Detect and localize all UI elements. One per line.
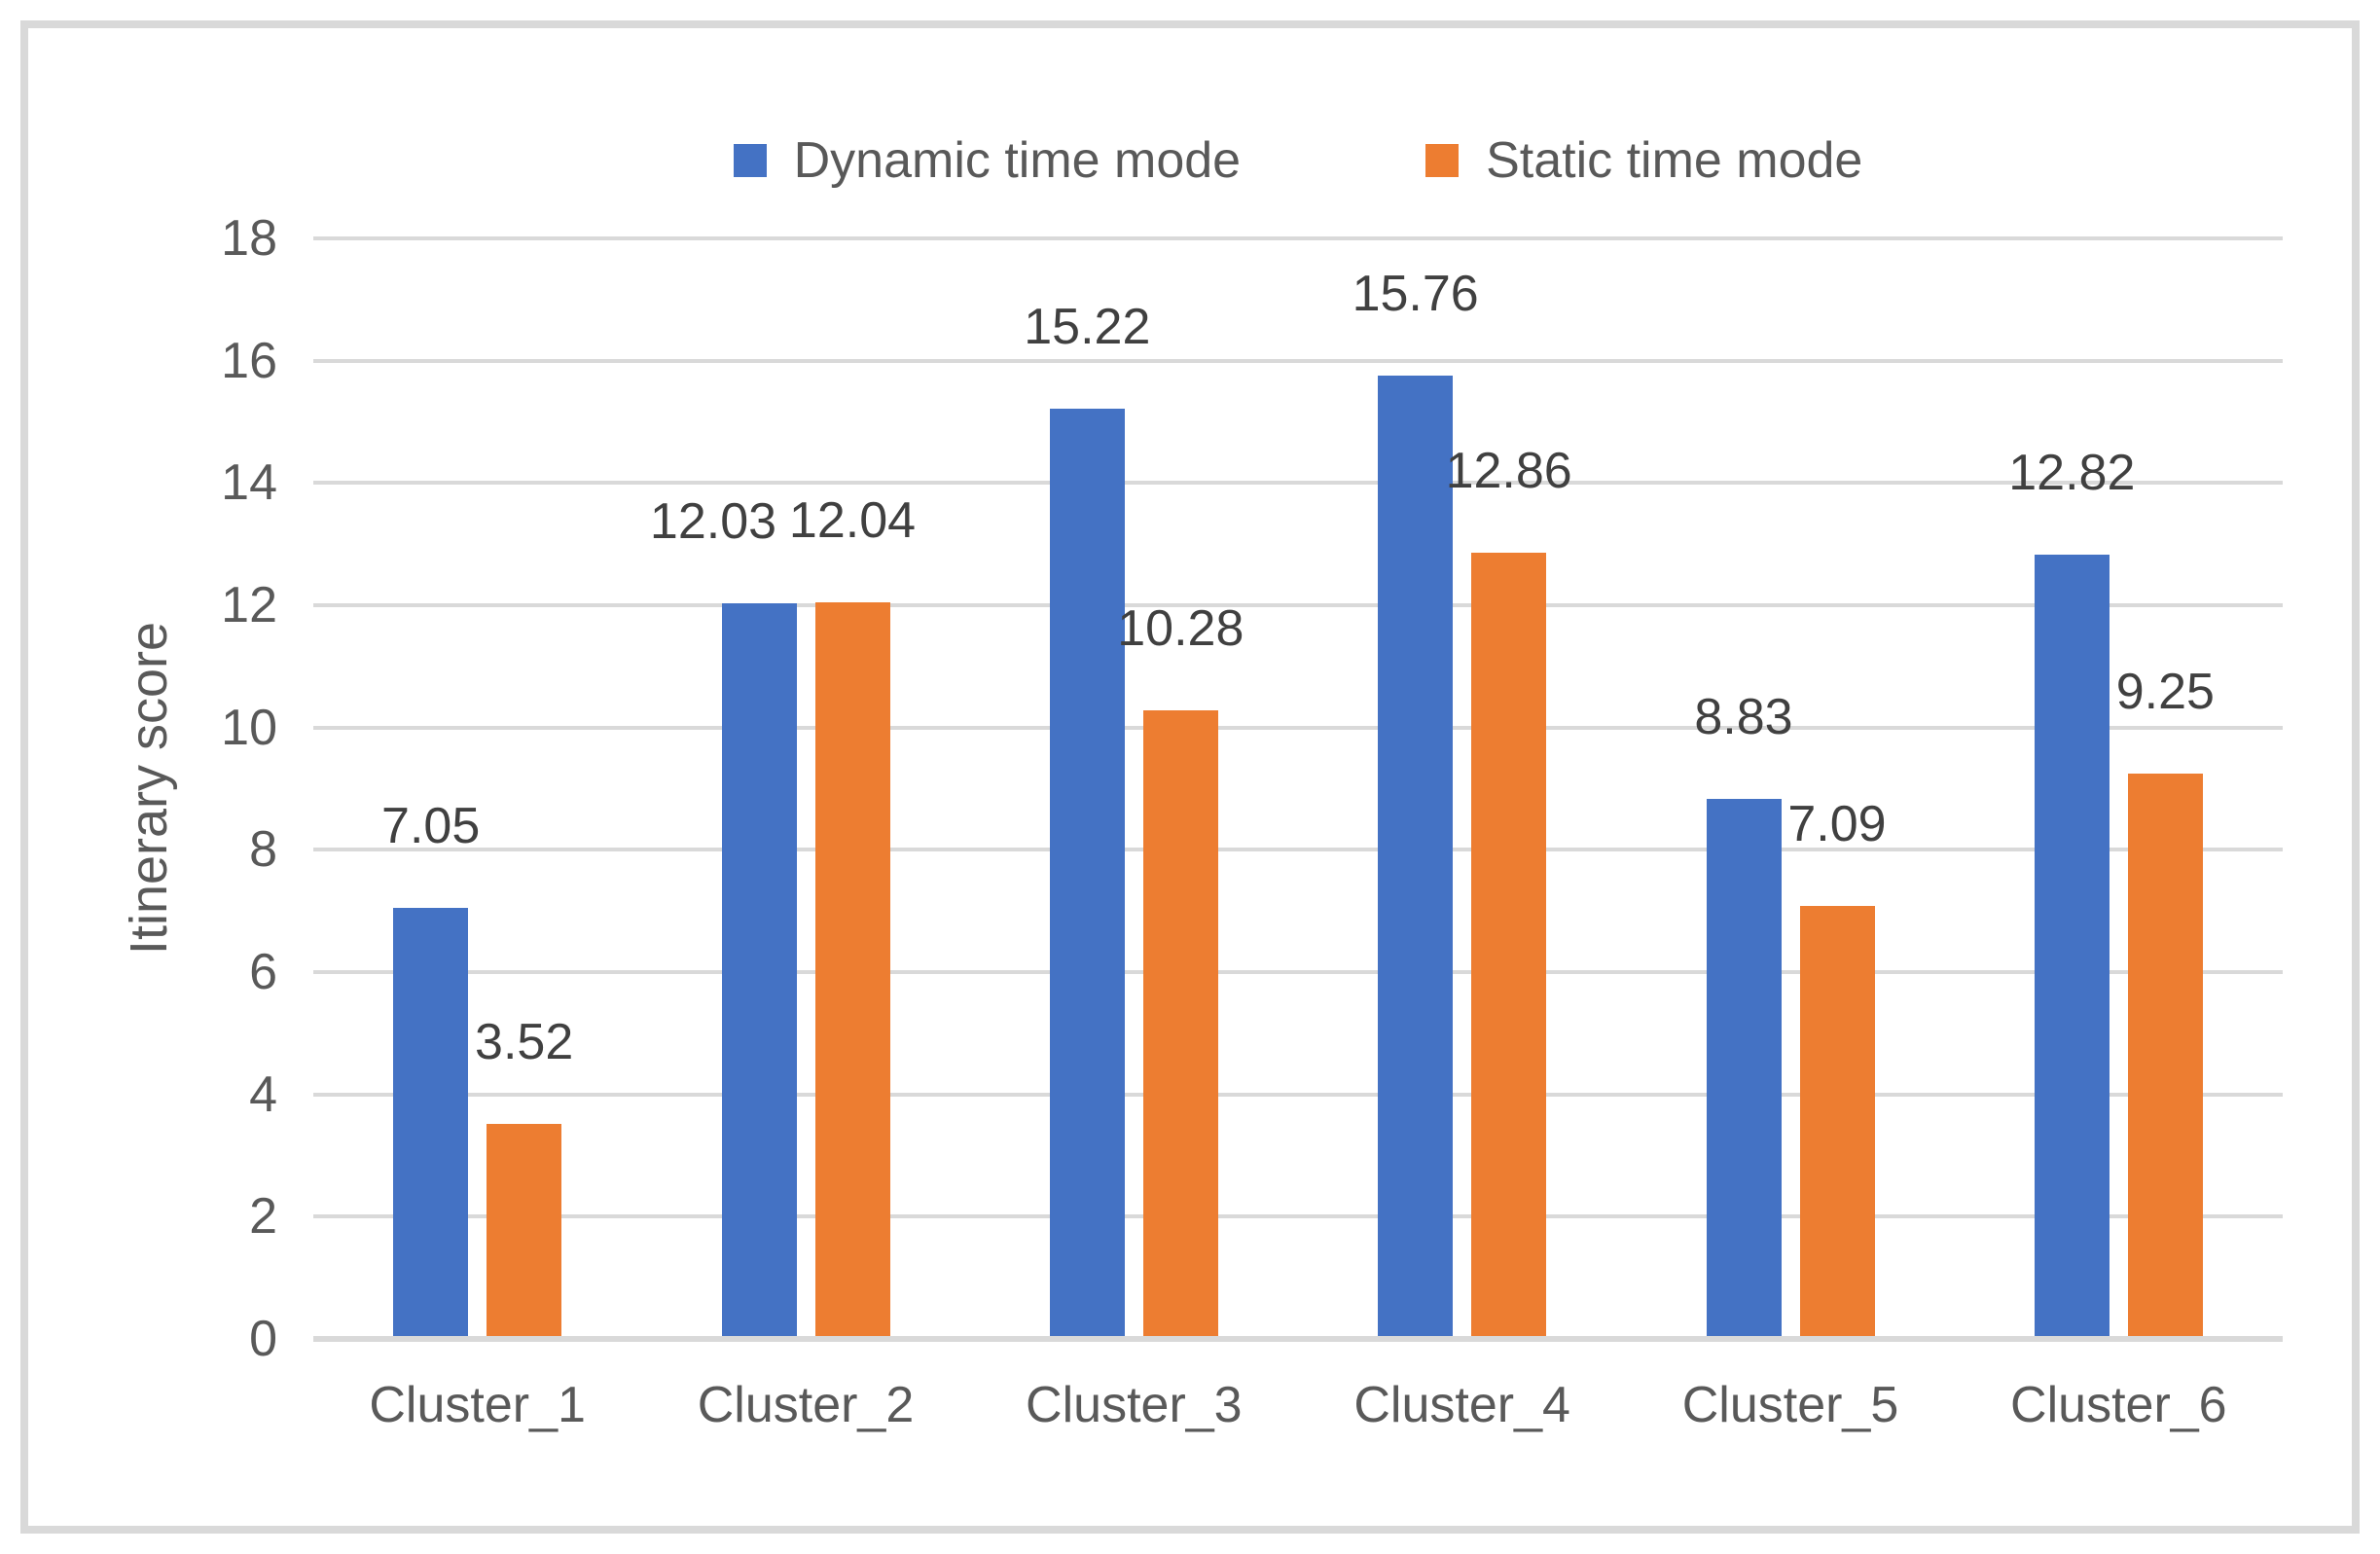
data-label-series1-cluster6: 12.82 bbox=[2008, 445, 2136, 502]
y-axis-title: Itinerary score bbox=[120, 621, 178, 956]
data-label-series1-cluster4: 15.76 bbox=[1352, 265, 1479, 322]
y-tick-label-8: 8 bbox=[249, 821, 277, 879]
data-label-series2-cluster6: 9.25 bbox=[2115, 663, 2215, 720]
x-axis-category-label-1: Cluster_1 bbox=[369, 1377, 586, 1433]
y-tick-label-16: 16 bbox=[221, 332, 277, 389]
legend: Dynamic time mode Static time mode bbox=[313, 126, 2283, 195]
y-tick-label-2: 2 bbox=[249, 1188, 277, 1246]
y-tick-label-14: 14 bbox=[221, 454, 277, 512]
legend-item-2: Static time mode bbox=[1425, 131, 1862, 190]
y-tick-label-6: 6 bbox=[249, 944, 277, 1000]
data-label-series1-cluster5: 8.83 bbox=[1694, 689, 1793, 746]
legend-label: Static time mode bbox=[1486, 132, 1863, 189]
bar-series2-cluster5 bbox=[1799, 905, 1875, 1339]
x-axis-line bbox=[313, 1336, 2283, 1342]
y-tick-label-0: 0 bbox=[249, 1311, 277, 1367]
gridline-6 bbox=[313, 970, 2283, 974]
bar-series2-cluster6 bbox=[2127, 773, 2203, 1339]
data-label-series2-cluster2: 12.04 bbox=[788, 492, 917, 550]
x-axis-category-label-4: Cluster_4 bbox=[1353, 1377, 1570, 1433]
bar-series2-cluster3 bbox=[1142, 710, 1218, 1339]
bar-series1-cluster1 bbox=[393, 908, 469, 1339]
bar-series2-cluster2 bbox=[814, 602, 890, 1339]
y-tick-label-12: 12 bbox=[221, 577, 277, 633]
bar-series2-cluster1 bbox=[487, 1123, 562, 1339]
bar-series1-cluster6 bbox=[2034, 555, 2110, 1339]
bar-series1-cluster4 bbox=[1378, 375, 1454, 1339]
legend-swatch-icon bbox=[1425, 144, 1460, 177]
y-tick-label-18: 18 bbox=[221, 210, 277, 267]
gridline-4 bbox=[313, 1092, 2283, 1097]
gridline-12 bbox=[313, 603, 2283, 607]
bar-series1-cluster5 bbox=[1706, 799, 1782, 1339]
data-label-series1-cluster2: 12.03 bbox=[649, 493, 777, 551]
data-label-series1-cluster3: 15.22 bbox=[1024, 298, 1151, 355]
x-axis-category-label-2: Cluster_2 bbox=[697, 1377, 915, 1433]
bar-series2-cluster4 bbox=[1471, 552, 1547, 1339]
data-label-series2-cluster1: 3.52 bbox=[475, 1013, 574, 1070]
legend-swatch-icon bbox=[733, 144, 767, 177]
x-axis-category-label-5: Cluster_5 bbox=[1681, 1377, 1899, 1433]
chart-border-frame bbox=[20, 20, 2360, 1534]
y-tick-label-4: 4 bbox=[249, 1066, 277, 1123]
gridline-18 bbox=[313, 236, 2283, 240]
data-label-series1-cluster1: 7.05 bbox=[381, 798, 481, 855]
gridline-14 bbox=[313, 481, 2283, 486]
gridline-8 bbox=[313, 848, 2283, 852]
data-label-series2-cluster3: 10.28 bbox=[1117, 600, 1244, 658]
bar-series1-cluster3 bbox=[1049, 408, 1125, 1339]
x-axis-category-label-6: Cluster_6 bbox=[2010, 1377, 2227, 1433]
gridline-16 bbox=[313, 358, 2283, 363]
data-label-series2-cluster4: 12.86 bbox=[1445, 442, 1572, 499]
data-label-series2-cluster5: 7.09 bbox=[1787, 795, 1887, 852]
gridline-10 bbox=[313, 725, 2283, 730]
legend-label: Dynamic time mode bbox=[793, 132, 1242, 189]
x-axis-category-label-3: Cluster_3 bbox=[1026, 1377, 1243, 1433]
gridline-2 bbox=[313, 1214, 2283, 1219]
legend-item-1: Dynamic time mode bbox=[733, 131, 1242, 190]
y-tick-label-10: 10 bbox=[221, 699, 277, 756]
bar-series1-cluster2 bbox=[721, 603, 797, 1339]
